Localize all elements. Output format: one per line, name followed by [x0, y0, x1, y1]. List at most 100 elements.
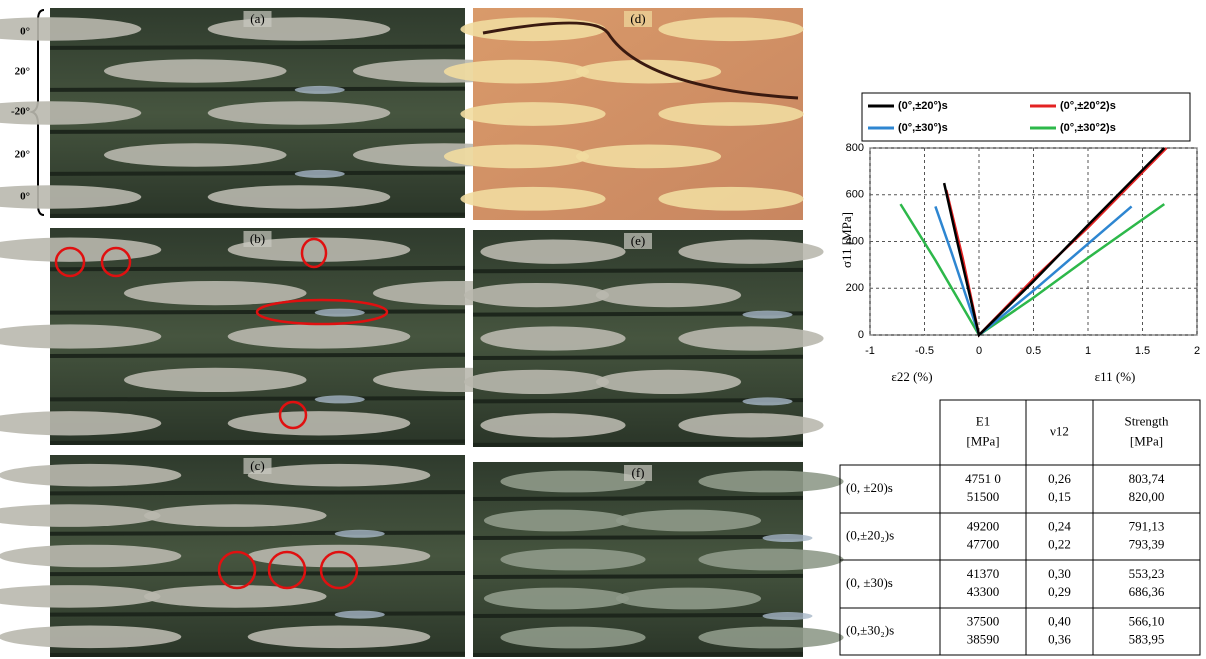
ply-label: 0° — [20, 191, 30, 203]
table-value: 791,13 — [1129, 518, 1165, 533]
resin-layer — [473, 615, 803, 616]
table-value: 553,23 — [1129, 566, 1165, 581]
ply-label: -20° — [11, 106, 30, 118]
resin-layer — [50, 613, 465, 614]
fiber-bundle — [658, 102, 803, 126]
panel-label: (b) — [250, 231, 265, 246]
row-label: (0, ±20)s — [846, 480, 893, 495]
table-value: 583,95 — [1129, 631, 1165, 646]
fiber-bundle — [616, 588, 761, 610]
fiber-bundle — [228, 324, 411, 348]
fiber-bundle — [0, 464, 181, 487]
fiber-bundle — [460, 102, 605, 126]
x-tick-label: 0.5 — [1026, 345, 1041, 357]
resin-pocket — [335, 530, 385, 538]
fiber-bundle — [0, 625, 181, 648]
resin-pocket — [763, 612, 813, 620]
fiber-bundle — [500, 549, 645, 571]
panel-label: (e) — [631, 233, 645, 248]
fiber-bundle — [444, 60, 589, 84]
fiber-bundle — [658, 187, 803, 211]
fiber-bundle — [460, 17, 605, 41]
y-tick-label: 600 — [846, 189, 864, 201]
column-header: E1 — [976, 413, 990, 428]
resin-layer — [473, 270, 803, 271]
resin-layer — [50, 442, 465, 443]
y-axis-label: σ11 [MPa] — [839, 212, 854, 268]
resin-layer — [473, 498, 803, 499]
fiber-bundle — [484, 510, 629, 532]
resin-pocket — [763, 534, 813, 542]
fiber-bundle — [0, 545, 181, 568]
table-value: 37500 — [967, 613, 1000, 628]
fiber-bundle — [444, 145, 589, 169]
ply-label: 20° — [15, 149, 30, 161]
resin-layer — [473, 576, 803, 577]
table-value: 47700 — [967, 536, 1000, 551]
row-label: (0, ±30)s — [846, 575, 893, 590]
fiber-bundle — [678, 413, 823, 437]
column-header: [MPa] — [1130, 433, 1163, 448]
fiber-bundle — [658, 17, 803, 41]
y-tick-label: 0 — [858, 329, 864, 341]
fiber-bundle — [104, 143, 287, 167]
fiber-bundle — [698, 549, 843, 571]
row-label: (0,±30₂)s — [846, 622, 894, 637]
ply-label: 20° — [15, 66, 30, 78]
fiber-bundle — [248, 625, 431, 648]
table-value: 0,22 — [1048, 536, 1071, 551]
table-value: 0,40 — [1048, 613, 1071, 628]
resin-layer — [50, 654, 465, 655]
series-line — [944, 148, 1164, 335]
resin-layer — [50, 573, 465, 574]
legend-label: (0°,±30°)s — [898, 122, 948, 134]
fiber-bundle — [208, 17, 391, 41]
fiber-bundle — [480, 240, 625, 264]
x-tick-label: -0.5 — [915, 345, 934, 357]
resin-layer — [50, 355, 465, 356]
fiber-bundle — [678, 326, 823, 350]
resin-layer — [50, 89, 465, 90]
panel-label: (f) — [632, 465, 645, 480]
ply-label: 0° — [20, 26, 30, 38]
fiber-bundle — [500, 471, 645, 493]
fiber-bundle — [464, 283, 609, 307]
resin-layer — [473, 444, 803, 445]
table-value: 803,74 — [1129, 471, 1165, 486]
fiber-bundle — [464, 370, 609, 394]
legend-label: (0°,±20°2)s — [1060, 100, 1116, 112]
fiber-bundle — [104, 59, 287, 83]
table-value: 41370 — [967, 566, 1000, 581]
column-header: [MPa] — [966, 433, 999, 448]
fiber-bundle — [698, 627, 843, 649]
panel-label: (d) — [630, 11, 645, 26]
fiber-bundle — [144, 504, 327, 527]
resin-layer — [50, 131, 465, 132]
column-header: Strength — [1124, 413, 1169, 428]
table-value: 43300 — [967, 584, 1000, 599]
resin-pocket — [743, 311, 793, 319]
table-value: 0,15 — [1048, 489, 1071, 504]
fiber-bundle — [484, 588, 629, 610]
row-label: (0,±20₂)s — [846, 527, 894, 542]
column-header: ν12 — [1050, 423, 1069, 438]
table-value: 0,26 — [1048, 471, 1071, 486]
x-tick-label: 0 — [976, 345, 982, 357]
resin-layer — [473, 357, 803, 358]
fiber-bundle — [698, 471, 843, 493]
x-tick-label: -1 — [865, 345, 875, 357]
table-value: 0,24 — [1048, 518, 1071, 533]
x-axis-label: ε22 (%) — [891, 369, 932, 384]
y-tick-label: 800 — [846, 142, 864, 154]
resin-layer — [50, 173, 465, 174]
fiber-bundle — [596, 283, 741, 307]
fiber-bundle — [208, 185, 391, 209]
resin-layer — [50, 47, 465, 48]
resin-layer — [50, 492, 465, 493]
fiber-bundle — [248, 464, 431, 487]
panel-label: (c) — [250, 458, 264, 473]
resin-pocket — [295, 170, 345, 178]
table-value: 49200 — [967, 518, 1000, 533]
legend-label: (0°,±20°)s — [898, 100, 948, 112]
fiber-bundle — [460, 187, 605, 211]
